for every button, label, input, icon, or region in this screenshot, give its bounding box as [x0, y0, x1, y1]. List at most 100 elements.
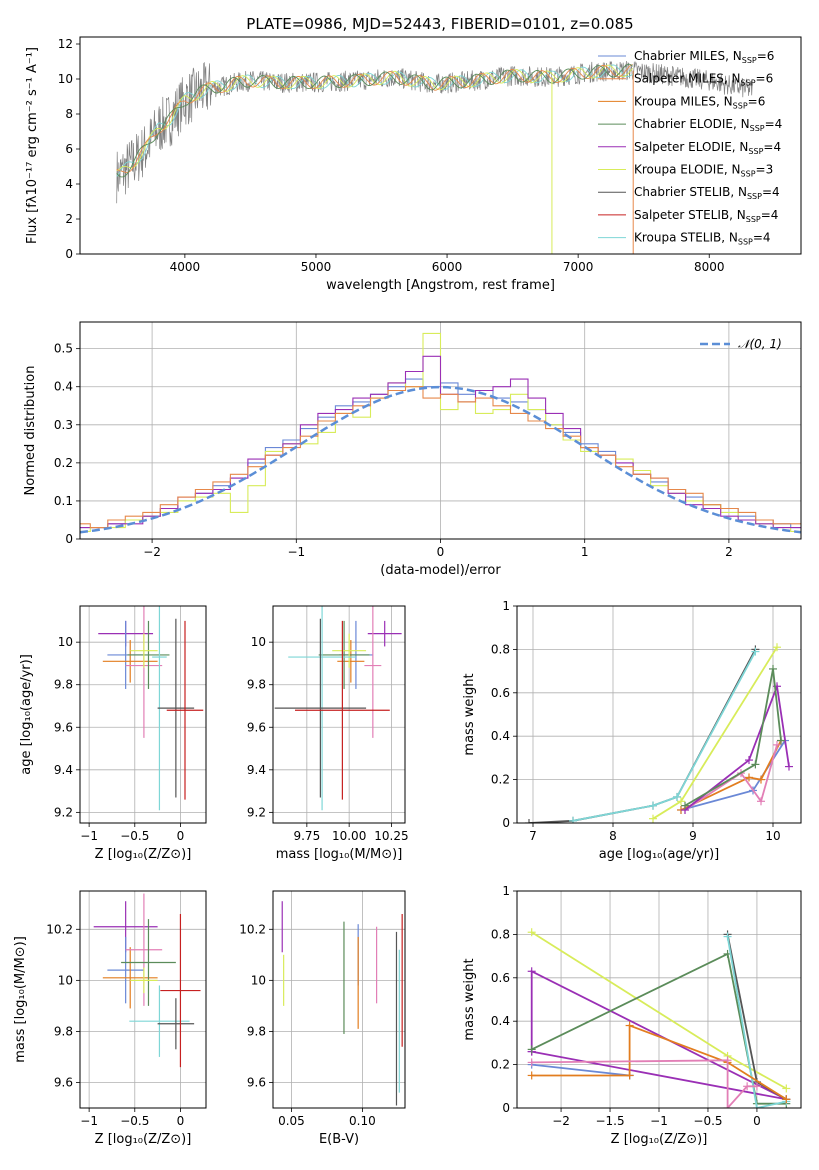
- legend-count: =6: [757, 49, 775, 63]
- legend-count: =6: [756, 72, 774, 86]
- y-tick-label: 0.3: [54, 418, 73, 432]
- legend-sub: SSP: [733, 101, 748, 110]
- y-tick-label: 10: [58, 635, 73, 649]
- x-axis-label: E(B-V): [319, 1132, 359, 1147]
- y-axis-label: Flux [fλ10⁻¹⁷ erg cm⁻² s⁻¹ A⁻¹]: [25, 47, 40, 244]
- x-tick-label: 0: [437, 545, 445, 559]
- x-tick-label: 0: [753, 1114, 761, 1128]
- x-tick-label: 9: [689, 829, 697, 843]
- legend-sub: SSP: [746, 215, 761, 224]
- x-axis-label: Z [log₁₀(Z/Z⊙)]: [611, 1132, 708, 1147]
- legend-sub: SSP: [750, 124, 765, 133]
- legend-sub: SSP: [742, 56, 757, 65]
- series-line: [684, 744, 778, 811]
- legend-label: Chabrier STELIB, NSSP=4: [634, 185, 780, 201]
- x-tick-label: 10: [765, 829, 780, 843]
- x-tick-label: −1: [287, 545, 305, 559]
- legend-count: =4: [761, 208, 779, 222]
- y-tick-label: 9.6: [247, 1075, 266, 1089]
- y-tick-label: 9.2: [54, 805, 73, 819]
- legend-label: Salpeter ELODIE, NSSP=4: [634, 140, 781, 156]
- y-tick-label: 9.8: [247, 678, 266, 692]
- y-tick-label: 10: [58, 973, 73, 987]
- legend-count: =3: [756, 163, 774, 177]
- y-tick-label: 0: [65, 247, 73, 261]
- legend-count: =4: [765, 117, 783, 131]
- legend-count: =6: [748, 94, 766, 108]
- y-tick-label: 10.2: [239, 922, 266, 936]
- plot-area: [116, 60, 753, 254]
- x-tick-label: 6000: [432, 260, 463, 274]
- axes-frame: [516, 605, 802, 824]
- legend-text: Salpeter ELODIE, N: [634, 140, 748, 154]
- y-tick-label: 9.6: [54, 720, 73, 734]
- legend-text: Kroupa MILES, N: [634, 94, 733, 108]
- series-line: [684, 682, 790, 811]
- y-tick-label: 0.2: [491, 773, 510, 787]
- x-tick-label: −0.5: [120, 829, 149, 843]
- series-line: [680, 740, 782, 811]
- legend-text: Kroupa STELIB, N: [634, 231, 738, 245]
- x-tick-label: −0.5: [693, 1114, 722, 1128]
- y-tick-label: 2: [65, 212, 73, 226]
- x-axis-label: Z [log₁₀(Z/Z⊙)]: [95, 847, 192, 862]
- y-tick-label: 9.8: [54, 1024, 73, 1038]
- legend-count: =4: [753, 231, 771, 245]
- age-vs-mass-panel: 9.75 10.00 10.25 9.2 9.4 9.6 9.8 10 mass [log₁₀(…: [247, 605, 409, 862]
- x-tick-label: −1: [80, 829, 98, 843]
- y-tick-label: 0.1: [54, 494, 73, 508]
- y-axis-label: Normed distribution: [23, 366, 38, 496]
- legend-sub: SSP: [748, 147, 763, 156]
- x-tick-label: 8: [609, 829, 617, 843]
- y-tick-label: 4: [65, 177, 73, 191]
- y-tick-label: 0.8: [491, 927, 510, 941]
- x-axis-label: wavelength [Angstrom, rest frame]: [326, 278, 555, 293]
- legend-count: =4: [763, 140, 781, 154]
- legend-text: Salpeter MILES, N: [634, 72, 741, 86]
- x-tick-label: 7: [529, 829, 537, 843]
- plot-area: [281, 901, 403, 1106]
- y-tick-label: 1: [502, 599, 510, 613]
- y-tick-label: 0.4: [491, 1014, 510, 1028]
- axes-frame: [79, 321, 802, 540]
- legend-label: Salpeter STELIB, NSSP=4: [634, 208, 778, 224]
- legend-count: =4: [762, 185, 780, 199]
- y-tick-label: 8: [65, 107, 73, 121]
- y-tick-label: 1: [502, 884, 510, 898]
- y-axis-label: mass [log₁₀(M/M⊙)]: [13, 936, 28, 1063]
- y-tick-label: 9.8: [247, 1024, 266, 1038]
- x-tick-label: 0: [177, 1114, 185, 1128]
- x-tick-label: 2: [725, 545, 733, 559]
- model-fit-line: [116, 64, 633, 177]
- y-tick-label: 0.4: [54, 380, 73, 394]
- legend-text: Kroupa ELODIE, N: [634, 163, 741, 177]
- legend-text: Chabrier ELODIE, N: [634, 117, 750, 131]
- plot-area: [98, 606, 204, 811]
- normal-curve-line: [80, 385, 801, 534]
- series-line: [531, 1063, 630, 1077]
- y-tick-label: 0.2: [54, 456, 73, 470]
- y-axis-label: age [log₁₀(age/yr)]: [19, 654, 34, 775]
- legend-text: Salpeter STELIB, N: [634, 208, 746, 222]
- observed-spectrum-line: [116, 60, 753, 204]
- axes-frame: [516, 890, 802, 1109]
- y-tick-label: 9.8: [54, 678, 73, 692]
- x-tick-label: −1: [650, 1114, 668, 1128]
- y-tick-label: 12: [58, 37, 73, 51]
- y-tick-label: 6: [65, 142, 73, 156]
- y-axis-label: mass weight: [462, 673, 477, 755]
- y-tick-label: 0.5: [54, 342, 73, 356]
- legend-sub: SSP: [747, 192, 762, 201]
- residuals-panel: −2 −1 0 1 2 0 0.1 0.2 0.3 0.4 0.5 (data-model)/erro…: [23, 321, 802, 578]
- mass-vs-metallicity-panel: −1 −0.5 0 9.6 9.8 10 10.2 Z [log₁₀(Z/Z⊙)] mass […: [13, 890, 207, 1147]
- series-line: [530, 969, 787, 1101]
- x-tick-label: 0: [177, 829, 185, 843]
- y-axis-label: mass weight: [462, 958, 477, 1040]
- y-tick-label: 10.2: [46, 922, 73, 936]
- mass-vs-ebv-panel: 0.05 0.10 9.6 9.8 10 10.2 E(B-V): [239, 890, 406, 1147]
- model-fit-line: [116, 64, 633, 173]
- y-tick-label: 0.8: [491, 642, 510, 656]
- legend-label: Salpeter MILES, NSSP=6: [634, 72, 773, 88]
- x-tick-label: 5000: [301, 260, 332, 274]
- x-tick-label: −0.5: [120, 1114, 149, 1128]
